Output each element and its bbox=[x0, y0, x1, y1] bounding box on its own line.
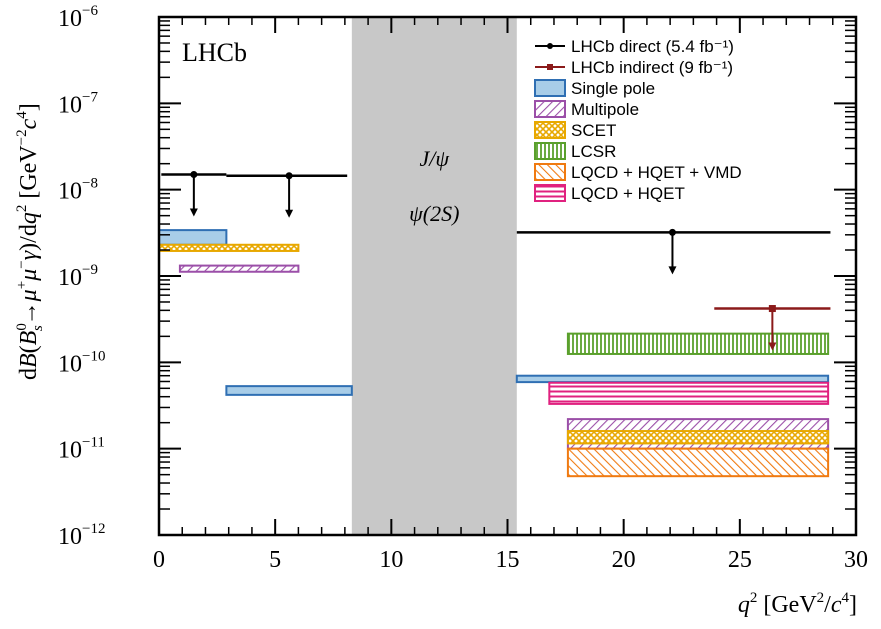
veto-region bbox=[351, 17, 517, 535]
legend: LHCb direct (5.4 fb⁻¹) LHCb indirect (9 f… bbox=[534, 37, 742, 203]
legend-swatch-single-pole bbox=[534, 79, 566, 97]
x-axis-title: q2 [GeV2/c4] bbox=[738, 590, 857, 618]
x-tick-label: 0 bbox=[153, 547, 165, 573]
legend-label: LCSR bbox=[571, 142, 616, 161]
band-scet bbox=[158, 243, 300, 252]
legend-label: SCET bbox=[571, 121, 616, 140]
x-tick-label: 5 bbox=[269, 547, 281, 573]
y-tick-label: 10−6 bbox=[58, 3, 98, 32]
band-lqcd-hqet bbox=[548, 381, 830, 405]
limit-arrowhead bbox=[189, 208, 198, 217]
limit-arrowhead bbox=[768, 342, 777, 351]
legend-marker-lhcb-direct-5-4-fb bbox=[547, 43, 553, 49]
x-tick-label: 15 bbox=[496, 547, 520, 573]
band-single-pole bbox=[515, 374, 830, 384]
veto-label-psi2s: ψ(2S) bbox=[409, 201, 459, 226]
y-axis-title: dB(B0s→μ+μ−γ)/dq2 [GeV−2c4] bbox=[14, 103, 46, 380]
y-tick-label: 10−7 bbox=[58, 89, 98, 118]
legend-label: LQCD + HQET + VMD bbox=[571, 163, 742, 182]
y-tick-label: 10−12 bbox=[58, 521, 105, 550]
legend-swatch-lcsr bbox=[534, 142, 566, 160]
axes-layer: 0 5 10 15 20 25 30 10−12 10−11 10−10 10−9 10−8 10−7 1… bbox=[58, 3, 868, 573]
x-tick-label: 30 bbox=[844, 547, 868, 573]
limit-arrowhead bbox=[668, 266, 677, 275]
limit-marker bbox=[768, 305, 776, 313]
band-lcsr bbox=[566, 332, 830, 355]
band-single-pole bbox=[225, 385, 353, 396]
legend-marker-lhcb-indirect-9-fb bbox=[547, 64, 553, 70]
band-multipole bbox=[178, 264, 300, 273]
legend-swatch-lqcd-hqet bbox=[534, 184, 566, 202]
y-tick-label: 10−10 bbox=[58, 348, 105, 377]
legend-swatch-lqcd-hqet-vmd bbox=[534, 163, 566, 181]
x-tick-label: 25 bbox=[728, 547, 752, 573]
x-tick-label: 10 bbox=[379, 547, 403, 573]
bands-layer bbox=[158, 229, 830, 478]
y-tick-label: 10−11 bbox=[58, 435, 105, 464]
y-tick-label: 10−8 bbox=[58, 176, 98, 205]
legend-label: LHCb indirect (9 fb⁻¹) bbox=[571, 58, 733, 77]
limit-marker bbox=[668, 228, 676, 236]
y-tick-label: 10−9 bbox=[58, 262, 98, 291]
x-tick-label: 20 bbox=[612, 547, 636, 573]
legend-label: LHCb direct (5.4 fb⁻¹) bbox=[571, 37, 734, 56]
limit-arrowhead bbox=[285, 209, 294, 218]
legend-label: Multipole bbox=[571, 100, 639, 119]
legend-label: LQCD + HQET bbox=[571, 184, 685, 203]
legend-swatch-scet bbox=[534, 121, 566, 139]
experiment-label: LHCb bbox=[182, 38, 247, 67]
limit-marker bbox=[190, 170, 198, 178]
limits-layer bbox=[161, 170, 831, 351]
legend-label: Single pole bbox=[571, 79, 655, 98]
legend-swatch-multipole bbox=[534, 100, 566, 118]
veto-label-jpsi: J/ψ bbox=[420, 146, 450, 171]
veto-layer: J/ψ ψ(2S) bbox=[351, 17, 517, 535]
band-lqcd-hqet-vmd bbox=[566, 447, 830, 478]
band-single-pole bbox=[158, 229, 228, 246]
band-scet bbox=[566, 430, 830, 445]
limit-marker bbox=[285, 172, 293, 180]
